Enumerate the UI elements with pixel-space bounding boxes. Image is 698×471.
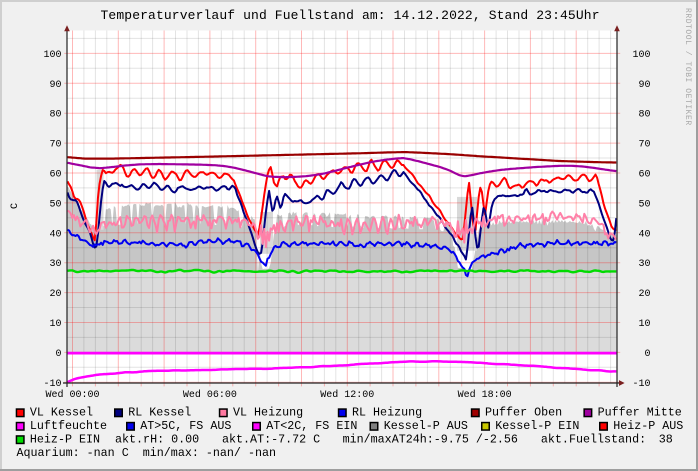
svg-text:Wed 06:00: Wed 06:00 <box>183 389 237 401</box>
svg-text:Heiz-P AUS: Heiz-P AUS <box>613 419 683 433</box>
svg-text:10: 10 <box>49 319 61 330</box>
svg-text:Wed 00:00: Wed 00:00 <box>45 389 99 401</box>
svg-text:VL Heizung: VL Heizung <box>233 406 303 420</box>
svg-text:-10: -10 <box>43 379 61 390</box>
svg-text:50: 50 <box>49 199 61 210</box>
svg-text:Puffer Mitte: Puffer Mitte <box>598 406 682 420</box>
svg-text:40: 40 <box>638 229 650 240</box>
svg-text:Puffer Oben: Puffer Oben <box>485 406 562 420</box>
svg-text:40: 40 <box>49 229 61 240</box>
svg-text:20: 20 <box>49 289 61 300</box>
svg-text:0: 0 <box>55 349 61 360</box>
svg-text:RL Kessel: RL Kessel <box>128 406 191 420</box>
svg-text:Wed 18:00: Wed 18:00 <box>458 389 512 401</box>
svg-text:70: 70 <box>49 140 61 151</box>
svg-text:60: 60 <box>638 170 650 181</box>
svg-text:80: 80 <box>49 110 61 121</box>
svg-text:Heiz-P EIN: Heiz-P EIN <box>30 432 100 446</box>
svg-text:min/maxAT24h:-9.75 /-2.56: min/maxAT24h:-9.75 /-2.56 <box>343 432 518 446</box>
svg-text:AT<2C, FS EIN: AT<2C, FS EIN <box>266 419 357 433</box>
svg-text:50: 50 <box>638 199 650 210</box>
svg-text:C: C <box>10 203 21 209</box>
svg-text:90: 90 <box>638 80 650 91</box>
svg-text:VL Kessel: VL Kessel <box>30 406 93 420</box>
svg-text:38: 38 <box>659 432 673 446</box>
svg-text:RRDTOOL / TOBI OETIKER: RRDTOOL / TOBI OETIKER <box>683 8 692 126</box>
svg-text:100: 100 <box>43 50 61 61</box>
svg-text:Kessel-P EIN: Kessel-P EIN <box>495 419 579 433</box>
svg-text:70: 70 <box>638 140 650 151</box>
svg-text:100: 100 <box>632 50 650 61</box>
svg-text:30: 30 <box>49 259 61 270</box>
svg-text:Temperaturverlauf und Fuellsta: Temperaturverlauf und Fuellstand am: 14.… <box>101 8 600 23</box>
svg-text:AT>5C, FS AUS: AT>5C, FS AUS <box>140 419 231 433</box>
svg-text:-10: -10 <box>632 379 650 390</box>
svg-text:90: 90 <box>49 80 61 91</box>
svg-text:akt.AT:-7.72 C: akt.AT:-7.72 C <box>222 432 320 446</box>
svg-text:30: 30 <box>638 259 650 270</box>
svg-text:10: 10 <box>638 319 650 330</box>
svg-text:0: 0 <box>644 349 650 360</box>
svg-text:Kessel-P AUS: Kessel-P AUS <box>384 419 468 433</box>
svg-text:akt.rH: 0.00: akt.rH: 0.00 <box>115 432 199 446</box>
svg-text:RL Heizung: RL Heizung <box>352 406 422 420</box>
svg-text:20: 20 <box>638 289 650 300</box>
svg-text:80: 80 <box>638 110 650 121</box>
svg-text:Luftfeuchte: Luftfeuchte <box>30 419 107 433</box>
svg-text:60: 60 <box>49 170 61 181</box>
svg-text:akt.Fuellstand:: akt.Fuellstand: <box>541 432 646 446</box>
svg-text:Aquarium: -nan C min/max: -na: Aquarium: -nan C min/max: -nan/ -nan <box>17 446 277 460</box>
svg-text:Wed 12:00: Wed 12:00 <box>320 389 374 401</box>
